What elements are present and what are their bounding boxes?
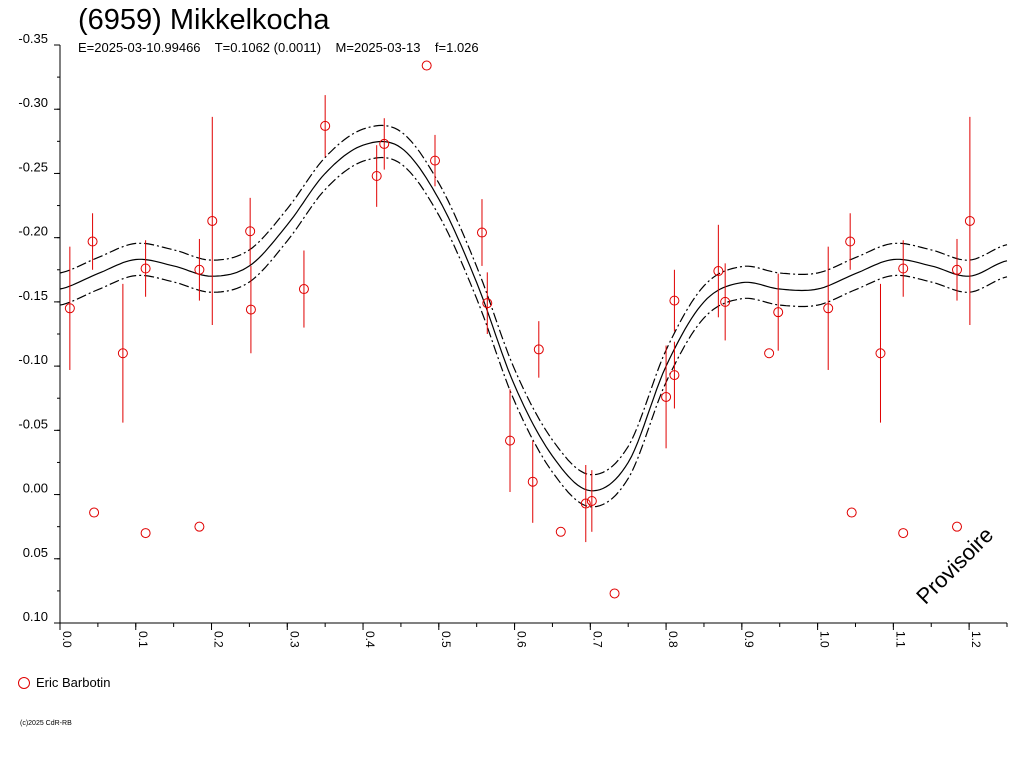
- x-tick-label: 0.0: [60, 631, 74, 648]
- data-point: [773, 307, 784, 318]
- data-point: [430, 155, 441, 166]
- data-point: [669, 370, 680, 381]
- data-point: [194, 521, 205, 532]
- data-point: [476, 227, 487, 238]
- x-tick-label: 0.5: [439, 631, 453, 648]
- x-tick-label: 0.9: [742, 631, 756, 648]
- data-point: [245, 304, 256, 315]
- data-point: [586, 495, 597, 506]
- axes: -0.35 -0.30 -0.25 -0.20 -0.15 -0.10 -0.05 0.00 0…: [18, 31, 1008, 648]
- y-tick-label: 0.05: [23, 545, 48, 560]
- x-tick-label: 0.8: [666, 631, 680, 648]
- data-point: [964, 215, 975, 226]
- data-point: [371, 171, 382, 182]
- data-point: [555, 526, 566, 537]
- x-tick-label: 0.4: [363, 631, 377, 648]
- y-tick-label: -0.30: [18, 95, 48, 110]
- data-point: [661, 391, 672, 402]
- x-tick-label: 0.3: [287, 631, 301, 648]
- y-tick-label: -0.10: [18, 352, 48, 367]
- x-tick-label: 0.2: [212, 631, 226, 648]
- legend-label: Eric Barbotin: [36, 675, 111, 690]
- x-tick-label: 1.1: [893, 631, 907, 648]
- legend-marker-icon: [18, 677, 30, 689]
- data-point: [87, 236, 98, 247]
- x-tick-label: 0.7: [590, 631, 604, 648]
- legend: Eric Barbotin: [18, 675, 110, 691]
- data-point: [140, 528, 151, 539]
- data-point: [764, 348, 775, 359]
- y-tick-label: 0.10: [23, 609, 48, 624]
- x-tick-label: 0.1: [136, 631, 150, 648]
- chart-title: (6959) Mikkelkocha: [78, 4, 330, 36]
- data-point: [140, 263, 151, 274]
- data-point: [245, 226, 256, 237]
- data-point: [89, 507, 100, 518]
- data-point: [898, 263, 909, 274]
- fit-lower-band: [59, 156, 1008, 508]
- fit-curve: [59, 140, 1008, 492]
- fit-curves: [59, 124, 1008, 508]
- data-point: [846, 507, 857, 518]
- x-tick-label: 1.2: [969, 631, 983, 648]
- data-point: [609, 588, 620, 599]
- data-point: [845, 236, 856, 247]
- data-point: [207, 215, 218, 226]
- data-point: [720, 296, 731, 307]
- y-tick-label: -0.15: [18, 288, 48, 303]
- chart-subtitle: E=2025-03-10.99466 T=0.1062 (0.0011) M=2…: [78, 40, 479, 55]
- y-tick-label: -0.20: [18, 224, 48, 239]
- data-point: [533, 344, 544, 355]
- data-point: [527, 476, 538, 487]
- data-point: [505, 435, 516, 446]
- y-tick-label: -0.35: [18, 31, 48, 46]
- data-point: [823, 303, 834, 314]
- data-point: [64, 303, 75, 314]
- y-tick-label: -0.05: [18, 416, 48, 431]
- data-point: [320, 120, 331, 131]
- y-tick-label: 0.00: [23, 481, 48, 496]
- data-point: [580, 498, 591, 509]
- x-tick-label: 1.0: [818, 631, 832, 648]
- data-point: [713, 266, 724, 277]
- y-tick-label: -0.25: [18, 159, 48, 174]
- data-point: [298, 284, 309, 295]
- data-point: [482, 298, 493, 309]
- data-points: [64, 60, 975, 599]
- data-point: [379, 138, 390, 149]
- x-tick-label: 0.6: [515, 631, 529, 648]
- data-point: [421, 60, 432, 71]
- data-point: [117, 348, 128, 359]
- copyright-text: (c)2025 CdR-RB: [20, 720, 72, 727]
- fit-upper-band: [59, 124, 1008, 476]
- data-point: [875, 348, 886, 359]
- data-point: [194, 264, 205, 275]
- data-point: [898, 528, 909, 539]
- data-point: [951, 521, 962, 532]
- data-point: [669, 295, 680, 306]
- data-point: [951, 264, 962, 275]
